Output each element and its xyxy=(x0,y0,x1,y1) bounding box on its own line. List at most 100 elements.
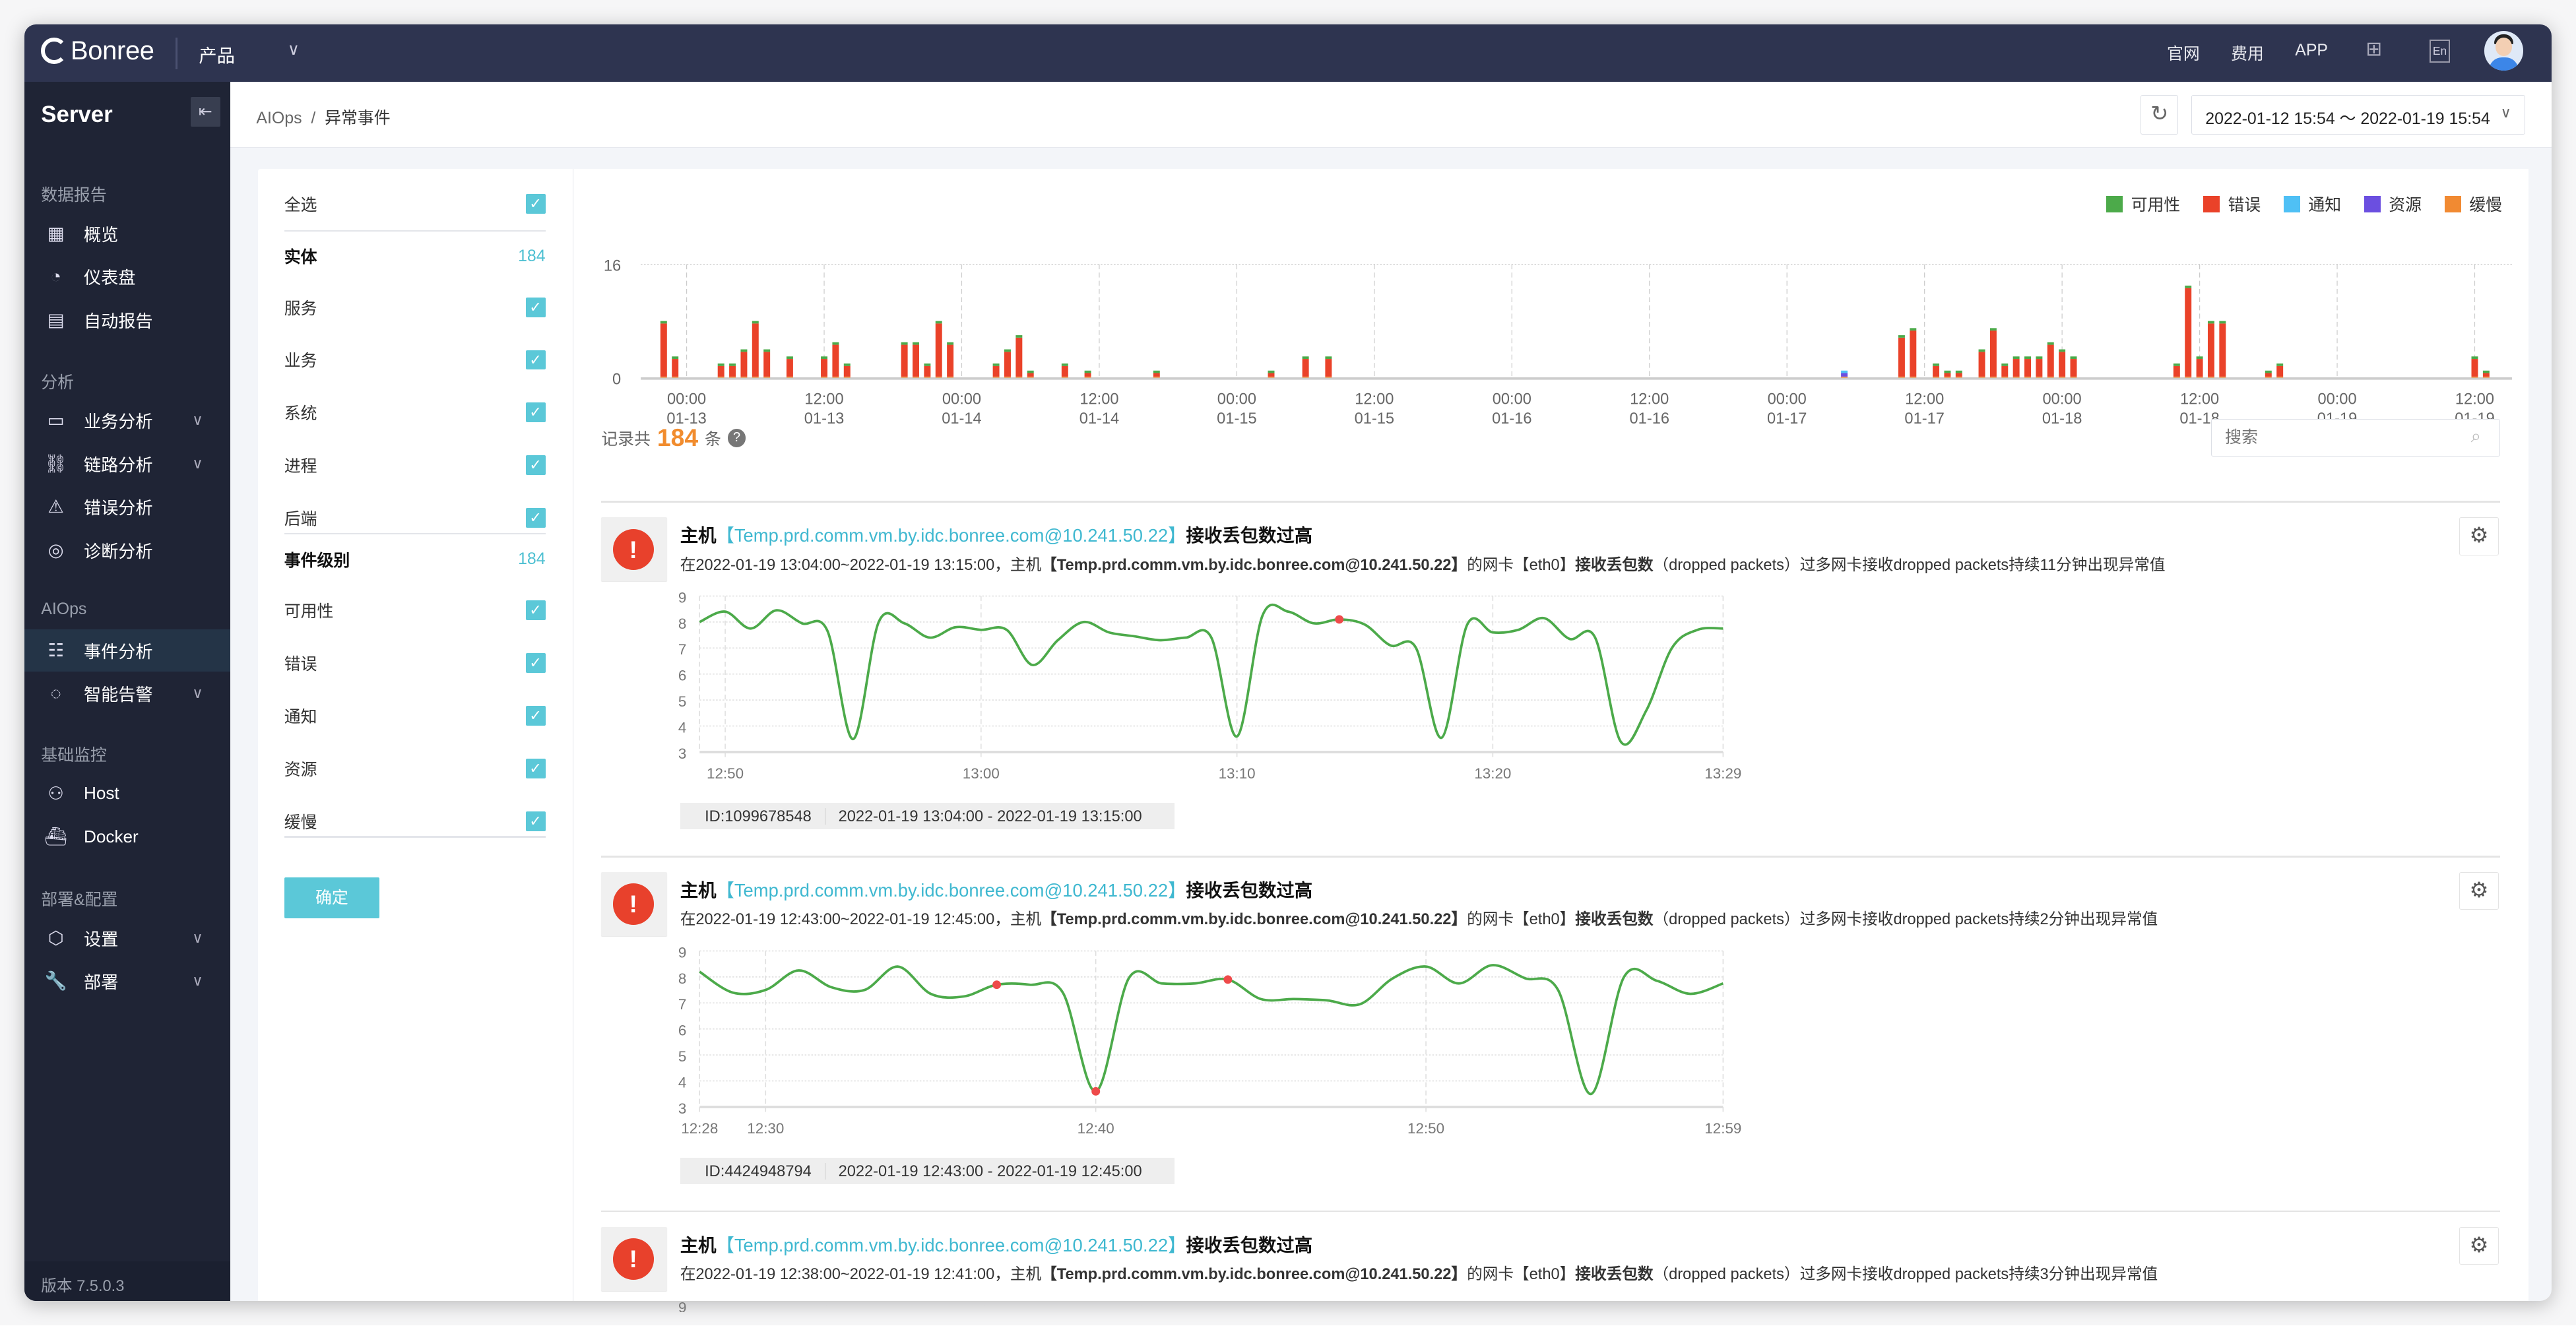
host-link[interactable]: 【Temp.prd.comm.vm.by.idc.bonree.com@10.2… xyxy=(716,880,1186,901)
gear-icon[interactable]: ⚙ xyxy=(2459,872,2499,910)
sidebar-item-3-1[interactable]: ⚠ 错误分析 xyxy=(24,486,230,528)
host-link[interactable]: 【Temp.prd.comm.vm.by.idc.bonree.com@10.2… xyxy=(716,1234,1186,1255)
gear-icon[interactable]: ⚙ xyxy=(2459,517,2499,555)
bar-segment-可用性 xyxy=(924,363,931,366)
monitor-chart-icon: ▭ xyxy=(47,410,65,431)
filter-row[interactable]: 服务 ✓ xyxy=(284,294,546,321)
bar-segment-可用性 xyxy=(2024,356,2031,360)
filter-row[interactable]: 缓慢 ✓ xyxy=(284,808,546,835)
bar-segment-错误 xyxy=(1268,373,1275,377)
bar-segment-可用性 xyxy=(2276,363,2284,366)
checkbox-checked[interactable]: ✓ xyxy=(525,193,546,214)
sidebar-item-4-1[interactable]: ◎ 诊断分析 xyxy=(24,528,230,571)
checkbox-checked[interactable]: ✓ xyxy=(525,350,546,370)
sidebar-item-2-1[interactable]: ⛓ 链路分析 ∨ xyxy=(24,442,230,485)
bar-segment-错误 xyxy=(717,365,724,377)
legend-item[interactable]: 通知 xyxy=(2284,192,2341,216)
checkbox-checked[interactable]: ✓ xyxy=(525,600,546,620)
checkbox-checked[interactable]: ✓ xyxy=(525,455,546,476)
confirm-button[interactable]: 确定 xyxy=(284,877,380,918)
title-prefix: 主机 xyxy=(680,880,717,901)
bar-segment-缓慢 xyxy=(2070,377,2077,378)
anomaly-point[interactable] xyxy=(1223,975,1233,984)
event-card[interactable]: ! 主机【Temp.prd.comm.vm.by.idc.bonree.com@1… xyxy=(601,1212,2507,1312)
legend-item[interactable]: 资源 xyxy=(2364,192,2422,216)
help-icon[interactable]: ? xyxy=(727,429,746,447)
checkbox-checked[interactable]: ✓ xyxy=(525,652,546,673)
filter-row[interactable]: 后端 ✓ xyxy=(284,505,546,531)
bar-segment-错误 xyxy=(1027,373,1034,377)
bar-segment-可用性 xyxy=(2265,370,2272,373)
event-card[interactable]: ! 主机【Temp.prd.comm.vm.by.idc.bonree.com@1… xyxy=(601,503,2507,854)
host-link[interactable]: 【Temp.prd.comm.vm.by.idc.bonree.com@10.2… xyxy=(716,525,1186,546)
anomaly-point[interactable] xyxy=(992,980,1002,990)
checkbox-checked[interactable]: ✓ xyxy=(525,508,546,528)
bar-segment-缓慢 xyxy=(2471,377,2478,378)
checkbox-checked[interactable]: ✓ xyxy=(525,705,546,726)
checkbox-checked[interactable]: ✓ xyxy=(525,758,546,778)
bar-segment-缓慢 xyxy=(672,377,679,378)
checkbox-checked[interactable]: ✓ xyxy=(525,297,546,317)
user-avatar[interactable] xyxy=(2484,31,2524,71)
search-icon[interactable]: ⌕ xyxy=(2470,425,2481,446)
product-menu[interactable]: 产品 xyxy=(199,46,235,67)
sidebar-item-1-3[interactable]: ⚇ Host xyxy=(24,772,230,815)
date-range-picker[interactable]: 2022-01-12 15:54 ～ 2022-01-19 15:54 ∨ xyxy=(2191,95,2525,135)
bar-segment-缓慢 xyxy=(2265,377,2272,378)
filter-row[interactable]: 资源 ✓ xyxy=(284,755,546,782)
link-app[interactable]: APP xyxy=(2295,41,2329,60)
anomaly-point[interactable] xyxy=(1091,1087,1101,1096)
bar-segment-可用性 xyxy=(2196,356,2203,360)
x-tick: 12:50 xyxy=(1407,1120,1444,1137)
x-tick: 12:59 xyxy=(1705,1120,1742,1137)
report-icon: ▤ xyxy=(47,309,65,330)
checkbox-checked[interactable]: ✓ xyxy=(525,402,546,423)
language-en-icon[interactable]: En xyxy=(2430,39,2450,63)
event-card[interactable]: ! 主机【Temp.prd.comm.vm.by.idc.bonree.com@1… xyxy=(601,858,2507,1209)
chevron-down-icon[interactable]: ∨ xyxy=(287,40,300,59)
filter-row[interactable]: 错误 ✓ xyxy=(284,650,546,676)
filter-row[interactable]: 通知 ✓ xyxy=(284,703,546,729)
events-panel: 可用性 错误 通知 资源 缓慢 00:00 01-13 12:00 01-13 00:00 01-… xyxy=(573,169,2528,1312)
desc-text: 的网卡【eth0】 xyxy=(1467,911,1576,929)
legend-item[interactable]: 可用性 xyxy=(2106,192,2180,216)
sidebar-item-label: 智能告警 xyxy=(83,685,153,705)
sidebar-item-2-2[interactable]: ◌ 智能告警 ∨ xyxy=(24,672,230,715)
qrcode-icon[interactable]: ⊞ xyxy=(2366,38,2383,61)
filter-row[interactable]: 实体 184 xyxy=(284,243,546,269)
sidebar-item-2-0[interactable]: ◔ 仪表盘 xyxy=(24,255,230,298)
link-official-site[interactable]: 官网 xyxy=(2167,45,2200,64)
chevron-down-icon: ∨ xyxy=(192,412,203,429)
filter-row[interactable]: 全选 ✓ xyxy=(284,191,546,217)
gear-icon[interactable]: ⚙ xyxy=(2459,1226,2499,1265)
collapse-sidebar-icon[interactable]: ⇤ xyxy=(190,96,220,127)
sidebar-item-1-2[interactable]: ☷ 事件分析 xyxy=(24,629,230,672)
group-count: 184 xyxy=(518,550,546,569)
brand-logo[interactable]: Bonree xyxy=(41,36,154,66)
filter-row[interactable]: 进程 ✓ xyxy=(284,452,546,478)
search-input[interactable] xyxy=(2211,418,2501,457)
sidebar-item-2-4[interactable]: 🔧 部署 ∨ xyxy=(24,960,230,1003)
filter-row[interactable]: 可用性 ✓ xyxy=(284,597,546,623)
filter-row[interactable]: 事件级别 184 xyxy=(284,546,546,573)
sidebar-item-1-0[interactable]: ▦ 概览 xyxy=(24,212,230,255)
legend-item[interactable]: 错误 xyxy=(2203,192,2261,216)
checkbox-checked[interactable]: ✓ xyxy=(525,811,546,831)
bar-segment-缓慢 xyxy=(740,377,748,378)
sidebar-item-1-1[interactable]: ▭ 业务分析 ∨ xyxy=(24,399,230,442)
filter-row[interactable]: 系统 ✓ xyxy=(284,400,546,426)
link-billing[interactable]: 费用 xyxy=(2231,45,2264,64)
sidebar-item-3-0[interactable]: ▤ 自动报告 xyxy=(24,298,230,341)
bar-segment-缓慢 xyxy=(1027,377,1034,378)
sidebar-item-2-3[interactable]: ⛴ Docker xyxy=(24,815,230,858)
refresh-button[interactable]: ↻ xyxy=(2141,95,2179,135)
filter-row[interactable]: 业务 ✓ xyxy=(284,347,546,373)
bar-segment-可用性 xyxy=(820,356,827,360)
y-tick: 8 xyxy=(678,970,686,987)
bar-segment-缓慢 xyxy=(1015,377,1023,378)
breadcrumb-aiops[interactable]: AIOps xyxy=(256,109,302,128)
anomaly-point[interactable] xyxy=(1335,615,1344,624)
sidebar-item-1-4[interactable]: ⬡ 设置 ∨ xyxy=(24,916,230,959)
bar-segment-错误 xyxy=(2482,373,2490,377)
legend-item[interactable]: 缓慢 xyxy=(2444,192,2502,216)
